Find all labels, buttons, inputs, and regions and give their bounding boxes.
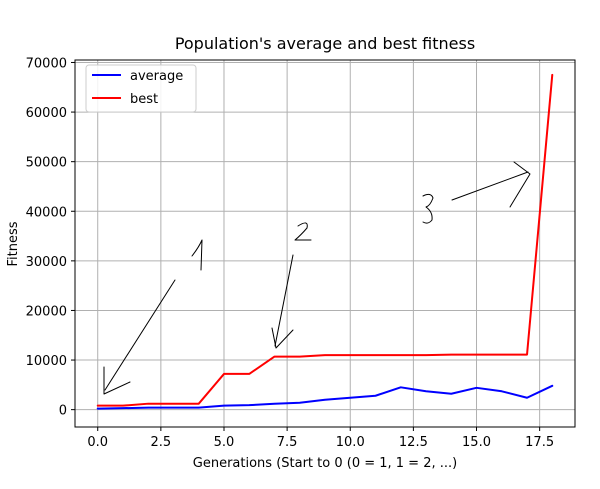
series-line-average	[96, 384, 554, 410]
handwritten-annotations	[103, 161, 531, 395]
x-axis-label: Generations (Start to 0 (0 = 1, 1 = 2, .…	[193, 456, 457, 471]
y-tick-label: 20000	[26, 304, 67, 319]
x-tick-label: 10.0	[336, 435, 365, 450]
x-tick-label: 2.5	[151, 435, 172, 450]
handwritten-1-number	[191, 239, 203, 271]
chart-title: Population's average and best fitness	[175, 34, 475, 53]
legend-box	[85, 64, 197, 113]
x-tick-label: 0.0	[87, 435, 108, 450]
handwritten-3-arrow	[422, 161, 531, 224]
handwritten-1-head	[103, 366, 131, 395]
y-tick-label: 40000	[26, 205, 67, 220]
y-tick-label: 70000	[26, 56, 67, 71]
handwritten-1-arrow	[103, 239, 203, 395]
y-axis-label: Fitness	[6, 221, 21, 266]
x-tick-label: 12.5	[399, 435, 428, 450]
handwritten-1-shaft	[104, 279, 176, 391]
series-layer	[96, 73, 554, 410]
y-tick-label: 30000	[26, 255, 67, 270]
handwritten-3-shaft	[451, 171, 529, 201]
handwritten-2-shaft	[274, 254, 294, 347]
y-tick-label: 0	[59, 404, 67, 419]
x-tick-label: 15.0	[462, 435, 491, 450]
y-tick-label: 60000	[26, 106, 67, 121]
series-line-best	[96, 73, 554, 407]
handwritten-3-number	[422, 193, 434, 224]
x-tick-label: 17.5	[525, 435, 554, 450]
x-tick-label: 5.0	[214, 435, 235, 450]
grid-layer	[75, 60, 575, 427]
y-tick-label: 10000	[26, 354, 67, 369]
handwritten-2-number	[294, 222, 312, 241]
legend: average best	[85, 64, 197, 113]
legend-label-average: average	[130, 69, 183, 84]
handwritten-3-head	[509, 161, 531, 208]
legend-label-best: best	[130, 92, 158, 107]
axes-layer: 0.0 2.5 5.0 7.5 10.0 12.5 15.0 17.5 0 10000 20000 3…	[26, 56, 576, 450]
plot-frame	[74, 59, 576, 428]
handwritten-2-arrow	[271, 222, 312, 349]
y-tick-label: 50000	[26, 156, 67, 171]
handwritten-2-head	[271, 327, 294, 349]
x-tick-label: 7.5	[277, 435, 298, 450]
